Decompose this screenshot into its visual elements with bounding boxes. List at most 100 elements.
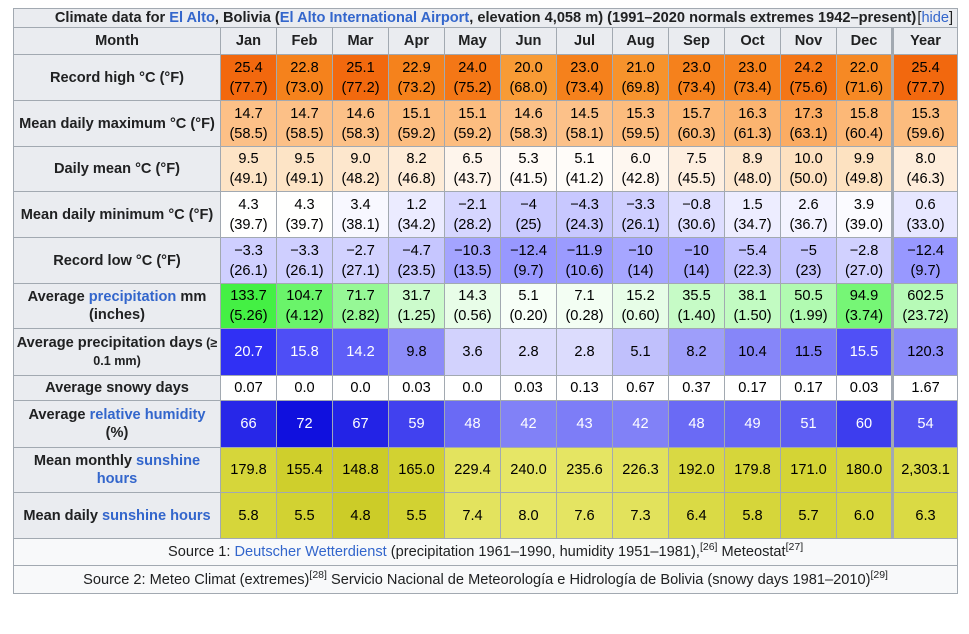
row-label-record-high: Record high °C (°F) <box>13 54 221 101</box>
value-cell-year: 1.67 <box>890 375 959 401</box>
table-caption: Climate data for El Alto, Bolivia (El Al… <box>12 8 959 28</box>
value-cell: 23.0 (73.4) <box>724 54 781 101</box>
value-primary: 7.6 <box>574 507 595 524</box>
month-header-sep: Sep <box>668 27 725 55</box>
value-primary: 148.8 <box>342 462 379 478</box>
month-header-jul: Jul <box>556 27 613 55</box>
row-label-link[interactable]: precipitation <box>88 289 177 305</box>
value-primary: 14.7 <box>290 105 319 122</box>
value-cell: 35.5 (1.40) <box>668 283 725 329</box>
el-alto-airport-link[interactable]: El Alto International Airport <box>279 10 470 26</box>
value-primary: 20.0 <box>514 59 543 76</box>
value-primary: 602.5 <box>907 288 944 304</box>
row-label-link[interactable]: sunshine hours <box>102 507 211 524</box>
month-header-oct: Oct <box>724 27 781 55</box>
row-label-text: Average <box>27 289 89 305</box>
row-label-text: Mean monthly <box>33 453 137 469</box>
value-primary: 15.3 <box>626 105 655 122</box>
value-primary: 10.0 <box>794 151 823 167</box>
source-row-2: Source 2: Meteo Climat (extremes)[28] Se… <box>12 565 959 594</box>
value-cell: 5.8 <box>220 492 277 539</box>
reference-mark[interactable]: [28] <box>309 568 327 581</box>
value-primary: 6.5 <box>462 151 483 167</box>
el-alto-link[interactable]: El Alto <box>169 10 215 26</box>
reference-mark[interactable]: [29] <box>870 568 888 581</box>
value-fahrenheit: (0.60) <box>621 308 660 324</box>
value-fahrenheit: (58.5) <box>229 125 268 142</box>
row-label-mean-daily-sunshine: Mean daily sunshine hours <box>13 492 221 539</box>
value-cell-year: 0.6 (33.0) <box>890 191 959 238</box>
value-primary: 9.5 <box>294 151 315 167</box>
value-fahrenheit: (26.1) <box>621 216 660 233</box>
value-primary: 2.8 <box>574 344 595 360</box>
value-primary: 8.2 <box>406 151 427 167</box>
value-fahrenheit: (63.1) <box>789 125 828 142</box>
hide-button[interactable]: hide <box>921 10 950 26</box>
value-primary: 71.7 <box>346 288 375 304</box>
value-primary: −10 <box>628 242 653 259</box>
reference-mark[interactable]: [27] <box>785 541 804 554</box>
value-cell: 2.8 <box>556 328 613 376</box>
value-primary: −2.7 <box>346 242 375 259</box>
value-fahrenheit: (23.5) <box>397 262 436 279</box>
value-primary: 15.2 <box>626 288 655 304</box>
value-fahrenheit: (26.1) <box>285 262 324 279</box>
row-daily-mean: Daily mean °C (°F) 9.5 (49.1) 9.5 (49.1) 9.0 (… <box>13 146 959 192</box>
value-cell: 72 <box>276 400 333 448</box>
value-fahrenheit: (23.72) <box>902 308 949 324</box>
value-cell-year: 15.3 (59.6) <box>890 100 959 147</box>
value-fahrenheit: (38.1) <box>341 216 380 233</box>
caption-text: Climate data for El Alto, Bolivia (El Al… <box>54 10 917 26</box>
value-primary: 15.1 <box>458 105 487 122</box>
value-cell: 240.0 <box>500 447 557 493</box>
value-primary: 43 <box>576 416 593 432</box>
value-fahrenheit: (73.2) <box>397 79 436 96</box>
value-primary: 0.17 <box>738 380 767 396</box>
value-cell: 4.3 (39.7) <box>220 191 277 238</box>
source-link[interactable]: Deutscher Wetterdienst <box>234 544 387 560</box>
value-cell: 25.4 (77.7) <box>220 54 277 101</box>
value-primary: 5.8 <box>742 507 763 524</box>
value-cell: 0.17 <box>780 375 837 401</box>
value-fahrenheit: (5.26) <box>229 308 268 324</box>
row-label-note: (≥ 0.1 mm) <box>93 336 218 368</box>
value-primary: 180.0 <box>845 462 883 478</box>
value-primary: −4.3 <box>570 196 599 213</box>
source-text: Source 1: Deutscher Wetterdienst (precip… <box>12 538 959 566</box>
row-label-daily-mean: Daily mean °C (°F) <box>13 146 221 192</box>
value-fahrenheit: (49.8) <box>844 171 884 187</box>
value-fahrenheit: (58.1) <box>565 125 604 142</box>
row-mean-daily-sunshine: Mean daily sunshine hours 5.8 5.5 4.8 5.5 7.4… <box>13 492 959 539</box>
value-primary: 2.6 <box>798 196 819 213</box>
value-primary: 120.3 <box>907 344 944 360</box>
value-primary: 133.7 <box>230 288 267 304</box>
value-cell: 3.9 (39.0) <box>836 191 893 238</box>
value-primary: 5.1 <box>518 288 539 304</box>
value-fahrenheit: (73.4) <box>677 79 716 96</box>
value-cell: 0.03 <box>836 375 893 401</box>
reference-mark[interactable]: [26] <box>699 541 718 554</box>
value-cell: −2.1 (28.2) <box>444 191 501 238</box>
value-fahrenheit: (0.56) <box>453 308 492 324</box>
value-primary: −10 <box>684 242 709 259</box>
value-primary: 42 <box>520 416 537 432</box>
row-label-link[interactable]: relative humidity <box>89 407 206 423</box>
value-cell: 5.1 (41.2) <box>556 146 613 192</box>
value-cell: 17.3 (63.1) <box>780 100 837 147</box>
row-label-link[interactable]: sunshine hours <box>96 453 201 487</box>
value-fahrenheit: (39.7) <box>229 216 268 233</box>
month-header-apr: Apr <box>388 27 445 55</box>
value-primary: 66 <box>240 416 257 432</box>
value-cell: 0.37 <box>668 375 725 401</box>
value-cell: 0.03 <box>500 375 557 401</box>
value-fahrenheit: (60.3) <box>677 125 716 142</box>
value-fahrenheit: (14) <box>683 262 710 279</box>
value-primary: 5.7 <box>798 507 819 524</box>
value-cell: −10.3 (13.5) <box>444 237 501 284</box>
value-primary: 94.9 <box>849 288 879 304</box>
value-primary: 16.3 <box>738 105 767 122</box>
value-fahrenheit: (26.1) <box>229 262 268 279</box>
value-cell: 171.0 <box>780 447 837 493</box>
value-fahrenheit: (77.7) <box>906 79 945 96</box>
value-cell-year: 25.4 (77.7) <box>890 54 959 101</box>
